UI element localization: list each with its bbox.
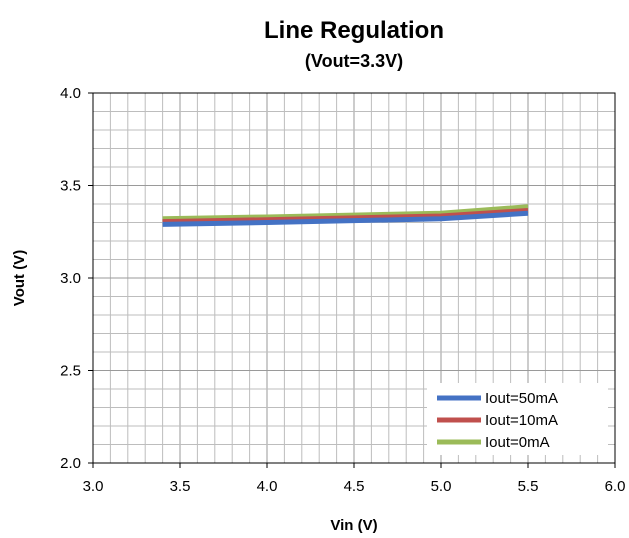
- series-line-iout-50ma: [162, 210, 529, 227]
- y-tick-label: 2.5: [60, 363, 81, 380]
- x-tick-label: 5.0: [431, 478, 452, 495]
- series-line-iout-10ma: [162, 207, 529, 225]
- x-tick-label: 4.5: [344, 478, 365, 495]
- x-tick-label: 4.0: [257, 478, 278, 495]
- series-lines: [162, 204, 529, 227]
- y-tick-label: 4.0: [60, 85, 81, 102]
- legend-label: Iout=0mA: [485, 434, 550, 451]
- x-tick-label: 6.0: [605, 478, 626, 495]
- x-tick-label: 5.5: [518, 478, 539, 495]
- x-tick-label: 3.0: [83, 478, 104, 495]
- chart-title: Line Regulation: [264, 17, 444, 44]
- x-axis-tick-labels: 3.0 3.5 4.0 4.5 5.0 5.5 6.0: [83, 463, 626, 495]
- legend-label: Iout=50mA: [485, 390, 558, 407]
- x-tick-label: 3.5: [170, 478, 191, 495]
- y-axis-tick-labels: 2.0 2.5 3.0 3.5 4.0: [60, 85, 93, 472]
- chart-subtitle: (Vout=3.3V): [305, 51, 403, 71]
- y-tick-label: 3.0: [60, 270, 81, 287]
- series-line-iout-0ma: [162, 204, 529, 222]
- y-axis-title: Vout (V): [11, 250, 28, 306]
- legend: Iout=50mA Iout=10mA Iout=0mA: [427, 383, 608, 455]
- y-tick-label: 2.0: [60, 455, 81, 472]
- x-axis-title: Vin (V): [330, 517, 377, 534]
- legend-label: Iout=10mA: [485, 412, 558, 429]
- y-tick-label: 3.5: [60, 178, 81, 195]
